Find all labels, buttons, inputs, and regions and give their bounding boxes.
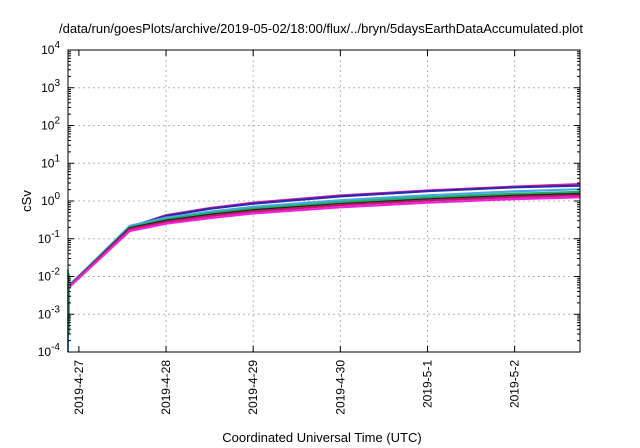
y-tick-label: 104: [41, 40, 60, 57]
chart-title: /data/run/goesPlots/archive/2019-05-02/1…: [59, 21, 583, 36]
y-tick-label: 10-4: [38, 342, 61, 359]
y-tick-label: 101: [41, 153, 60, 170]
x-tick-label: 2019-5-1: [420, 360, 434, 408]
y-tick-label: 102: [41, 116, 60, 133]
x-tick-label: 2019-5-2: [508, 360, 522, 408]
x-tick-label: 2019-4-29: [246, 360, 260, 415]
tick-layer: 10-4 10-3 10-2 10-1 100 101 102 103 104 2019-4-27…: [38, 40, 580, 415]
grid-layer: [68, 50, 580, 352]
y-axis-label: cSv: [19, 190, 34, 212]
y-tick-label: 100: [41, 191, 60, 208]
x-tick-label: 2019-4-30: [333, 360, 347, 415]
y-tick-label: 10-2: [38, 267, 61, 284]
y-tick-label: 10-1: [38, 229, 61, 246]
data-series-line: [67, 196, 581, 289]
x-tick-label: 2019-4-27: [72, 360, 86, 415]
x-tick-label: 2019-4-28: [159, 360, 173, 415]
series-layer: [67, 183, 581, 352]
y-tick-label: 103: [41, 78, 60, 95]
x-axis-label: Coordinated Universal Time (UTC): [222, 430, 421, 445]
y-tick-label: 10-3: [38, 304, 61, 321]
